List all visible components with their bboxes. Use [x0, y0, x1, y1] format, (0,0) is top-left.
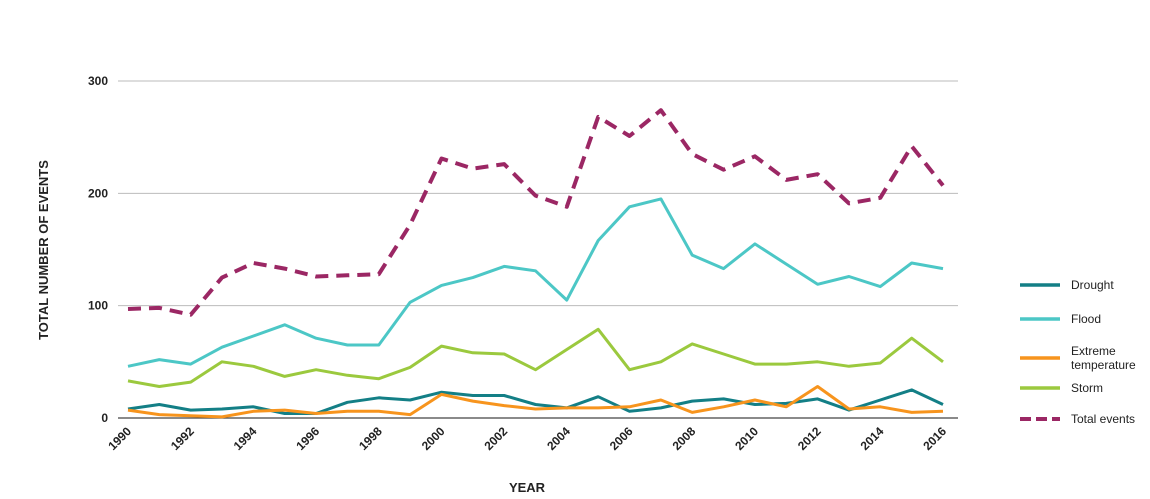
y-tick-label: 100: [88, 299, 108, 313]
series-line-total-events: [127, 108, 945, 317]
x-tick-label: 1998: [356, 424, 385, 453]
x-axis-title: YEAR: [509, 480, 546, 495]
x-tick-label: 2006: [607, 424, 636, 453]
x-tick-label: 2014: [858, 424, 887, 453]
legend-label: Drought: [1071, 278, 1114, 292]
x-tick-label: 2012: [795, 424, 824, 453]
x-tick-label: 1996: [293, 424, 322, 453]
x-axis-ticks: 1990 1992 1994 1996 1998 2000 2002 2004 2006 2008…: [105, 424, 949, 453]
series-line-extreme-temperature: [127, 385, 944, 419]
y-axis-ticks: 0 100 200 300: [88, 74, 108, 425]
x-tick-label: 2008: [670, 424, 699, 453]
y-tick-label: 200: [88, 186, 108, 200]
x-tick-label: 2000: [419, 424, 448, 453]
x-tick-label: 1992: [168, 424, 197, 453]
series-line-storm: [127, 327, 944, 388]
x-tick-label: 2004: [544, 424, 573, 453]
x-tick-label: 2002: [481, 424, 510, 453]
x-tick-label: 1994: [231, 424, 260, 453]
legend-label: Total events: [1071, 412, 1135, 426]
legend-label: Flood: [1071, 312, 1101, 326]
y-axis-title: TOTAL NUMBER OF EVENTS: [36, 160, 51, 340]
series-line-flood: [127, 197, 944, 368]
x-tick-label: 2010: [732, 424, 761, 453]
legend: Drought Flood Extreme temperature Storm Total…: [1020, 278, 1136, 426]
x-tick-label: 1990: [105, 424, 134, 453]
y-tick-label: 0: [101, 411, 108, 425]
x-tick-label: 2016: [920, 424, 949, 453]
legend-label: Storm: [1071, 381, 1103, 395]
legend-label: Extreme temperature: [1071, 344, 1136, 372]
y-tick-label: 300: [88, 74, 108, 88]
series-lines: [127, 108, 945, 419]
gridlines: [118, 80, 958, 419]
series-line-drought: [127, 388, 944, 415]
